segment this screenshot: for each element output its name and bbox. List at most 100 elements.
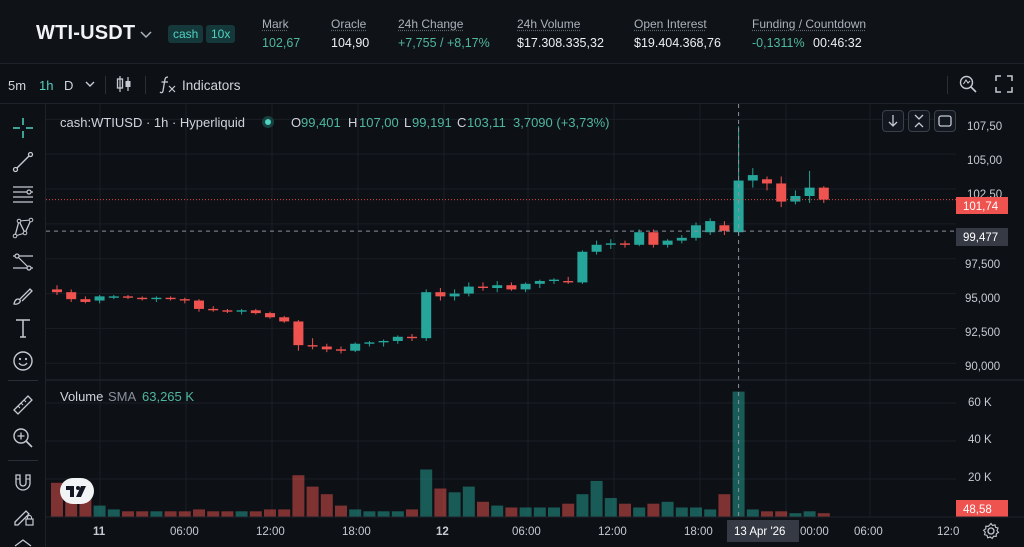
indicators-button[interactable]: Indicators xyxy=(182,78,241,93)
volume-bar xyxy=(619,503,631,517)
drawing-tools-rail xyxy=(0,104,46,547)
candle-body xyxy=(705,221,716,233)
volume-sma-label: SMA xyxy=(108,389,137,404)
candle-body xyxy=(662,240,673,245)
timeframe-d[interactable]: D xyxy=(64,78,74,93)
tradingview-logo[interactable] xyxy=(60,478,94,504)
candle-body xyxy=(605,243,616,245)
timeframe-5m[interactable]: 5m xyxy=(8,78,27,93)
legend-change: 3,7090 (+3,73%) xyxy=(513,115,609,130)
collapse-button[interactable] xyxy=(908,110,930,132)
candle-body xyxy=(307,345,318,347)
volume-bar xyxy=(406,509,418,517)
candle-body xyxy=(222,310,233,312)
candle-body xyxy=(194,300,204,309)
projection-icon[interactable] xyxy=(11,250,35,274)
toolbar-divider xyxy=(947,76,948,94)
toolbar-divider xyxy=(145,76,146,94)
fullscreen-icon[interactable] xyxy=(994,74,1014,94)
candle-body xyxy=(520,283,531,290)
brush-icon[interactable] xyxy=(11,284,35,308)
candle-body xyxy=(577,251,588,283)
fx-icon[interactable] xyxy=(159,74,177,94)
price-tick: 107,50 xyxy=(967,121,1002,133)
candle-body xyxy=(818,187,829,200)
crosshair-price-label: 99,477 xyxy=(963,232,998,244)
candle-body xyxy=(478,286,488,288)
rail-divider xyxy=(8,460,38,461)
tradingview-logo-icon xyxy=(66,486,86,497)
scroll-down-button[interactable] xyxy=(882,110,904,132)
candle-body xyxy=(321,346,332,350)
zoom-in-icon[interactable] xyxy=(11,426,35,450)
volume-bar xyxy=(718,494,731,517)
gear-icon[interactable] xyxy=(982,522,1000,540)
snapshot-icon[interactable] xyxy=(958,74,978,94)
market-symbol[interactable]: WTI-USDT xyxy=(36,22,136,44)
price-lines xyxy=(46,104,956,517)
volume-bar xyxy=(604,498,617,517)
legend-h-label: H xyxy=(348,115,357,130)
price-tick: 90,000 xyxy=(965,361,1000,373)
price-axis[interactable]: 107,50 105,00 102,50 97,500 95,000 92,50… xyxy=(965,121,1002,373)
candle-body xyxy=(534,281,545,284)
volume-bar xyxy=(789,513,802,517)
fib-lines-icon[interactable] xyxy=(11,182,35,206)
pattern-icon[interactable] xyxy=(11,216,35,240)
volume-bar xyxy=(363,511,376,517)
trend-line-icon[interactable] xyxy=(11,150,35,174)
price-chart[interactable]: 107,50 105,00 102,50 97,500 95,000 92,50… xyxy=(46,104,1024,547)
maximize-pane-button[interactable] xyxy=(934,110,956,132)
volume-bar xyxy=(633,507,646,517)
candles-icon[interactable] xyxy=(114,74,134,94)
mark-value: 102,67 xyxy=(262,36,301,50)
magnet-icon[interactable] xyxy=(11,471,35,495)
legend-open: 99,401 xyxy=(301,115,341,130)
time-tick: 06:00 xyxy=(854,526,883,538)
legend-l-label: L xyxy=(404,115,411,130)
legend-close: 103,11 xyxy=(467,115,506,130)
candle-body xyxy=(208,308,219,311)
candle-body xyxy=(350,343,361,351)
text-icon[interactable] xyxy=(11,316,35,340)
time-tick: 18:00 xyxy=(684,526,713,538)
candle-body xyxy=(293,321,304,346)
volume-tick: 40 K xyxy=(968,434,992,446)
last-price-label: 101,74 xyxy=(963,201,999,213)
funding-countdown: 00:46:32 xyxy=(813,36,862,50)
volume-bar xyxy=(761,511,773,517)
volume-axis[interactable]: 60 K 40 K 20 K xyxy=(968,397,992,484)
timeframe-1h[interactable]: 1h xyxy=(39,78,54,93)
candle-body xyxy=(66,292,77,300)
chevron-down-icon[interactable] xyxy=(84,78,96,90)
volume-bar xyxy=(548,507,560,517)
crosshair-icon[interactable] xyxy=(11,116,35,140)
emoji-icon[interactable] xyxy=(11,349,35,373)
candle-body xyxy=(435,292,446,297)
chevron-down-icon[interactable] xyxy=(138,26,154,42)
candle-body xyxy=(52,289,62,293)
volume-bar xyxy=(477,501,489,517)
candle-body xyxy=(80,299,91,302)
volume-sma-value: 63,265 K xyxy=(142,389,194,404)
leverage-badge[interactable]: 10x xyxy=(206,25,236,43)
chart-legend: cash:WTIUSD · 1h · Hyperliquid O 99,401 … xyxy=(60,115,609,130)
volume-bar xyxy=(590,480,603,517)
volume-tick: 60 K xyxy=(968,397,992,409)
candle-body xyxy=(336,349,346,351)
collapse-icon xyxy=(914,114,924,128)
candle-body xyxy=(648,232,659,245)
more-tools-icon[interactable] xyxy=(11,538,35,547)
candle-body xyxy=(137,297,148,300)
time-axis[interactable]: 11 06:00 12:00 18:00 12 06:00 12:00 18:0… xyxy=(46,516,1024,542)
chart-toolbar: 5m 1h D Indicators xyxy=(0,64,1024,104)
volume-bar xyxy=(519,507,532,517)
candle-body xyxy=(591,244,602,252)
crosshair-time-label: 13 Apr '26 xyxy=(734,526,785,538)
legend-o-label: O xyxy=(291,115,301,130)
ruler-icon[interactable] xyxy=(11,393,35,417)
volume-bar xyxy=(817,513,830,517)
candle-body xyxy=(563,281,574,283)
arrow-down-icon xyxy=(888,115,898,127)
lock-pencil-icon[interactable] xyxy=(11,504,35,528)
